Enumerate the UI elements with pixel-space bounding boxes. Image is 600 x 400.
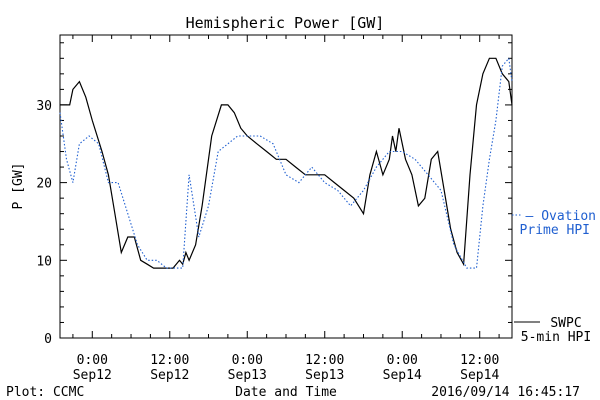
y-tick-label: 30 (36, 99, 52, 114)
plot-timestamp: 2016/09/14 16:45:17 (431, 385, 580, 400)
plot-credit: Plot: CCMC (6, 385, 84, 400)
legend-swpc-line2: 5-min HPI (521, 330, 591, 345)
legend-ovation-line1: — Ovation (526, 209, 596, 224)
chart-title: Hemispheric Power [GW] (186, 14, 385, 32)
plot-frame (59, 34, 513, 339)
legend-ovation-line2: Prime HPI (520, 223, 590, 238)
x-tick-date: Sep13 (305, 368, 344, 383)
x-tick-date: Sep12 (73, 368, 112, 383)
y-tick-label: 10 (36, 254, 52, 269)
legend-swpc-line1: SWPC (550, 316, 581, 331)
x-tick-time: 12:00 (150, 353, 189, 368)
y-axis-label: P [GW] (11, 163, 26, 210)
series-layer (59, 56, 513, 269)
x-axis: 0:00Sep1212:00Sep120:00Sep1312:00Sep130:… (72, 35, 500, 383)
x-axis-label: Date and Time (235, 385, 337, 400)
x-tick-time: 12:00 (305, 353, 344, 368)
x-tick-date: Sep13 (228, 368, 267, 383)
y-axis: 0 10 20 30 (36, 42, 512, 347)
x-tick-time: 12:00 (460, 353, 499, 368)
series-line-swpc (60, 57, 513, 269)
x-tick-date: Sep14 (383, 368, 422, 383)
x-tick-time: 0:00 (232, 353, 263, 368)
x-tick-date: Sep12 (150, 368, 189, 383)
series-line-ovation (59, 56, 513, 269)
x-tick-time: 0:00 (387, 353, 418, 368)
y-tick-label: 20 (36, 177, 52, 192)
x-tick-date: Sep14 (460, 368, 499, 383)
y-tick-label: 0 (44, 332, 52, 347)
x-tick-time: 0:00 (77, 353, 108, 368)
